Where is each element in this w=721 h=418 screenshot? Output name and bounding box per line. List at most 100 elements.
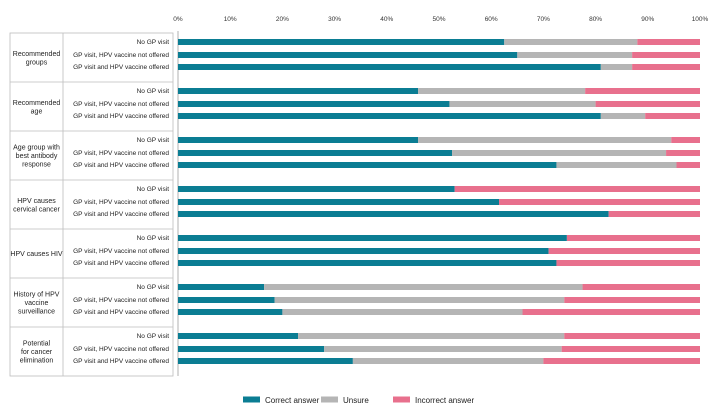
bar-segment-incorrect: [543, 358, 700, 364]
bar-label: No GP visit: [137, 137, 170, 144]
bar-segment-correct: [178, 113, 601, 119]
bar-segment-correct: [178, 137, 419, 143]
bar-segment-unsure: [324, 346, 562, 352]
group-label: Age group with: [13, 145, 60, 152]
bar-segment-unsure: [274, 297, 565, 303]
bar-label: GP visit and HPV vaccine offered: [73, 113, 169, 120]
x-tick-label: 60%: [485, 16, 498, 23]
group-label: response: [22, 162, 51, 169]
x-tick-label: 30%: [328, 16, 341, 23]
bar-segment-correct: [178, 333, 299, 339]
bar-segment-correct: [178, 52, 518, 58]
bar-segment-correct: [178, 248, 549, 254]
bar-label: GP visit and HPV vaccine offered: [73, 64, 169, 71]
bar-segment-correct: [178, 39, 505, 45]
bar-segment-correct: [178, 186, 455, 192]
bar-segment-incorrect: [608, 211, 700, 217]
bar-segment-incorrect: [676, 162, 700, 168]
legend-swatch: [393, 396, 410, 403]
x-tick-label: 40%: [380, 16, 393, 23]
bar-label: GP visit, HPV vaccine not offered: [73, 248, 169, 255]
bar-segment-unsure: [418, 88, 586, 94]
bar-segment-correct: [178, 346, 325, 352]
bar-segment-incorrect: [632, 64, 700, 70]
legend-swatch: [321, 396, 338, 403]
bar-segment-correct: [178, 199, 500, 205]
bar-label: GP visit and HPV vaccine offered: [73, 358, 169, 365]
x-tick-label: 90%: [641, 16, 654, 23]
bar-segment-correct: [178, 64, 601, 70]
bar-segment-unsure: [449, 101, 596, 107]
x-tick-label: 50%: [432, 16, 445, 23]
bar-segment-unsure: [418, 137, 672, 143]
legend-swatch: [243, 396, 260, 403]
group-label: best antibody: [16, 153, 58, 160]
x-tick-label: 20%: [276, 16, 289, 23]
bar-label: No GP visit: [137, 88, 170, 95]
bar-segment-unsure: [352, 358, 544, 364]
bar-segment-incorrect: [582, 284, 700, 290]
bar-label: GP visit, HPV vaccine not offered: [73, 52, 169, 59]
bar-segment-incorrect: [522, 309, 700, 315]
table-frame: [9, 32, 174, 377]
bar-segment-correct: [178, 88, 419, 94]
bar-label: GP visit and HPV vaccine offered: [73, 162, 169, 169]
group-label: HPV causes: [17, 198, 56, 205]
bar-segment-unsure: [517, 52, 633, 58]
x-tick-label: 100%: [692, 16, 709, 23]
bar-label: No GP visit: [137, 333, 170, 340]
bar-label: GP visit, HPV vaccine not offered: [73, 101, 169, 108]
bar-segment-correct: [178, 162, 557, 168]
bar-label: GP visit and HPV vaccine offered: [73, 211, 169, 218]
bar-segment-unsure: [600, 64, 633, 70]
bar-label: GP visit, HPV vaccine not offered: [73, 199, 169, 206]
group-label: Recommended: [13, 51, 61, 58]
bar-label: GP visit, HPV vaccine not offered: [73, 297, 169, 304]
bar-segment-incorrect: [499, 199, 700, 205]
bar-segment-incorrect: [561, 346, 700, 352]
bar-label: No GP visit: [137, 284, 170, 291]
group-label: elimination: [20, 358, 54, 365]
bar-segment-unsure: [298, 333, 565, 339]
group-label: cervical cancer: [13, 206, 60, 213]
bar-label: GP visit, HPV vaccine not offered: [73, 150, 169, 157]
bar-segment-correct: [178, 235, 567, 241]
bar-segment-incorrect: [564, 297, 700, 303]
bar-segment-correct: [178, 150, 453, 156]
bar-label: GP visit and HPV vaccine offered: [73, 260, 169, 267]
group-label: vaccine: [25, 300, 49, 307]
bar-segment-correct: [178, 309, 283, 315]
bar-segment-incorrect: [637, 39, 700, 45]
group-label: groups: [26, 59, 48, 66]
bar-segment-incorrect: [632, 52, 700, 58]
group-label: History of HPV: [14, 292, 60, 299]
bar-segment-incorrect: [564, 333, 700, 339]
bar-segment-correct: [178, 284, 265, 290]
group-label: Recommended: [13, 100, 61, 107]
bar-segment-correct: [178, 297, 275, 303]
bar-segment-unsure: [452, 150, 667, 156]
bar-segment-incorrect: [666, 150, 700, 156]
bar-segment-correct: [178, 260, 557, 266]
bar-segment-incorrect: [556, 260, 700, 266]
bar-segment-unsure: [504, 39, 638, 45]
bar-label: No GP visit: [137, 186, 170, 193]
bar-segment-unsure: [556, 162, 677, 168]
bar-segment-incorrect: [585, 88, 700, 94]
bar-label: GP visit, HPV vaccine not offered: [73, 346, 169, 353]
bar-segment-correct: [178, 358, 353, 364]
bar-segment-incorrect: [645, 113, 700, 119]
group-label: HPV causes HIV: [10, 251, 62, 258]
x-tick-label: 10%: [224, 16, 237, 23]
bar-segment-unsure: [282, 309, 523, 315]
legend-label: Unsure: [343, 396, 369, 405]
x-tick-label: 80%: [589, 16, 602, 23]
bar-segment-incorrect: [548, 248, 700, 254]
bar-segment-unsure: [264, 284, 583, 290]
legend-label: Correct answer: [265, 396, 320, 405]
bar-segment-incorrect: [566, 235, 700, 241]
legend-label: Incorrect answer: [415, 396, 474, 405]
bar-segment-correct: [178, 211, 609, 217]
bar-segment-incorrect: [595, 101, 700, 107]
bar-label: GP visit and HPV vaccine offered: [73, 309, 169, 316]
